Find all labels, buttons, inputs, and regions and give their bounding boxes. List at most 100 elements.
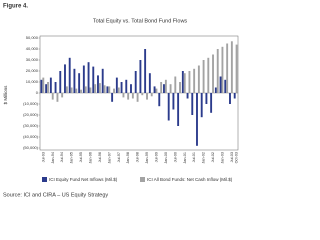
x-tick-label: Jul-02: [211, 152, 215, 162]
bar: [179, 82, 181, 93]
bar: [125, 79, 128, 93]
bar: [120, 82, 123, 93]
bar: [158, 93, 161, 107]
bar: [188, 71, 191, 93]
x-tick-label: Jan-03: [221, 152, 225, 164]
x-tick-label: Jan-98: [126, 152, 130, 164]
x-tick-label: Jul-94: [60, 152, 64, 162]
chart: Figure 4. Total Equity vs. Total Bond Fu…: [3, 4, 239, 199]
bar: [196, 93, 198, 146]
bar: [233, 93, 236, 99]
bar: [230, 41, 233, 93]
bar: [122, 93, 125, 98]
bar: [73, 68, 76, 93]
bar: [221, 46, 224, 93]
bar: [115, 77, 118, 93]
bar: [139, 60, 142, 93]
bar: [101, 68, 104, 93]
bar: [219, 76, 222, 93]
bar: [108, 86, 111, 93]
bar: [54, 82, 57, 93]
bar: [45, 84, 48, 93]
bar: [103, 85, 106, 93]
source: Source: ICI and CIRA – US Equity Strateg…: [3, 192, 108, 198]
x-tick-label: Oct-03: [235, 152, 239, 163]
bar: [224, 79, 227, 93]
bar: [226, 43, 229, 93]
bar: [229, 93, 231, 104]
y-tick-label: 0: [36, 90, 39, 95]
x-tick-label: Jul-97: [117, 152, 121, 162]
bar: [150, 93, 153, 97]
bar: [84, 86, 87, 93]
bar: [98, 83, 101, 93]
y-tick-label: (40,000): [23, 134, 39, 139]
bar: [144, 49, 147, 93]
y-tick-label: (10,000): [23, 101, 39, 106]
bar: [42, 77, 45, 93]
bar: [64, 64, 66, 93]
bar: [197, 65, 200, 93]
bar: [155, 88, 158, 93]
bar: [169, 84, 172, 93]
bar: [181, 71, 184, 93]
bar: [207, 57, 210, 93]
y-tick-label: (50,000): [23, 145, 39, 150]
bar: [153, 86, 156, 93]
bar: [193, 68, 196, 93]
bar: [68, 57, 71, 93]
y-axis-label: $ Millions: [3, 85, 8, 105]
x-tick-label: Jan-99: [145, 152, 149, 164]
bar: [106, 86, 109, 93]
x-tick-label: Jan-01: [183, 152, 187, 164]
chart-title: Total Equity vs. Total Bond Fund Flows: [93, 18, 188, 24]
x-tick-label: Jan-02: [202, 152, 206, 164]
bar: [210, 93, 213, 113]
bar: [61, 93, 64, 98]
x-tick-label: Jul-98: [136, 152, 140, 162]
y-tick-label: (30,000): [23, 123, 39, 128]
bar: [49, 77, 52, 93]
bar: [78, 73, 81, 93]
y-tick-label: 50,000: [26, 35, 39, 40]
bar: [141, 93, 144, 96]
bar: [117, 87, 120, 93]
bar: [113, 88, 115, 93]
bar: [87, 62, 90, 93]
bar: [136, 93, 139, 102]
bar: [212, 54, 214, 93]
x-tick-label: Jan-96: [89, 152, 93, 164]
x-tick-label: Jan-94: [51, 152, 55, 164]
y-tick-label: 20,000: [26, 68, 39, 73]
bar: [130, 84, 132, 93]
bar: [65, 86, 68, 93]
x-tick-label: Jul-03: [230, 152, 234, 162]
bar: [82, 65, 85, 93]
bar: [80, 89, 82, 93]
x-tick-label: Jan-97: [107, 152, 111, 164]
legend-swatch: [42, 177, 47, 182]
bar: [202, 60, 205, 93]
x-tick-label: Jul-93: [41, 152, 45, 162]
bar: [59, 71, 62, 93]
x-tick-label: Jul-99: [155, 152, 159, 162]
bar: [160, 82, 163, 93]
bar: [40, 79, 43, 93]
bar: [94, 84, 97, 93]
legend-label: ICI All Bond Funds: Net Cash Inflow (Mil…: [147, 177, 233, 182]
bar: [97, 75, 99, 93]
bar: [167, 93, 170, 121]
bar: [75, 88, 78, 93]
y-tick-label: 10,000: [26, 79, 39, 84]
bar: [186, 93, 189, 99]
figure-label: Figure 4.: [3, 4, 28, 10]
bar: [214, 87, 217, 93]
bar: [70, 87, 73, 93]
bar: [131, 93, 134, 99]
y-tick-label: 30,000: [26, 57, 39, 62]
legend-label: ICI Equity Fund Net Inflows (Mil.$): [49, 177, 118, 182]
bar: [111, 93, 114, 102]
x-tick-label: Jan-95: [70, 152, 74, 164]
bar: [216, 49, 219, 93]
bar: [51, 93, 54, 100]
